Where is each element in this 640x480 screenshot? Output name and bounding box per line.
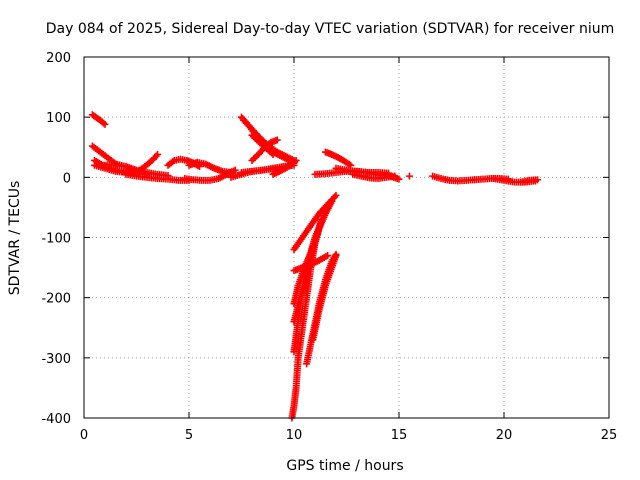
grid-lines [84,57,609,418]
series-arc-9to10-up [269,156,300,178]
data-point [100,119,108,127]
series-arc-5to7 [181,166,239,184]
y-tick-label: 200 [46,51,71,66]
data-point [406,172,413,180]
data-point [395,175,403,183]
series-arc-21to22 [517,176,542,186]
y-tick-label: 0 [63,171,71,186]
series-arc-early-high [88,111,109,128]
y-tick-label: -100 [41,232,71,247]
x-tick-label: 15 [391,428,408,443]
series-point-15-9 [406,172,413,180]
axis-ticks: 0 5 10 15 20 25 -400 -300 -200 -100 0 100 200 [41,51,617,443]
x-tick-label: 20 [496,428,513,443]
y-tick-label: 100 [46,111,71,126]
data-point [273,136,281,144]
data-point [534,176,542,184]
x-tick-label: 0 [80,428,88,443]
data-point [331,193,339,201]
series-arc-17to18 [429,172,479,185]
series-drop-upper-a [290,191,340,254]
data-point [324,252,332,260]
series-arc-8to10-hi3 [248,131,298,167]
data-point [154,150,161,158]
x-tick-label: 5 [185,428,193,443]
series-arc-8to9-cross [248,136,281,164]
data-point [332,191,340,199]
y-tick-label: -400 [41,412,71,427]
series-drop-upper-b [290,252,332,275]
chart-title: Day 084 of 2025, Sidereal Day-to-day VTE… [46,21,615,37]
series-arc-11to12-dip [322,148,355,169]
series-arc-13to15-c [349,170,399,183]
y-tick-label: -300 [41,352,71,367]
data-point [332,250,340,258]
data-points [88,111,542,422]
data-point [101,120,109,128]
series-drop-return-b [303,250,340,368]
x-tick-label: 25 [601,428,618,443]
series-arc-5to6-up [185,158,235,177]
x-tick-label: 10 [286,428,303,443]
plot-frame [83,56,610,419]
data-point [231,166,239,174]
data-point [391,172,399,180]
y-axis-label: SDTVAR / TECUs [7,181,23,296]
data-point [292,156,300,164]
data-point [291,158,299,166]
y-tick-label: -200 [41,292,71,307]
x-axis-label: GPS time / hours [286,458,403,474]
